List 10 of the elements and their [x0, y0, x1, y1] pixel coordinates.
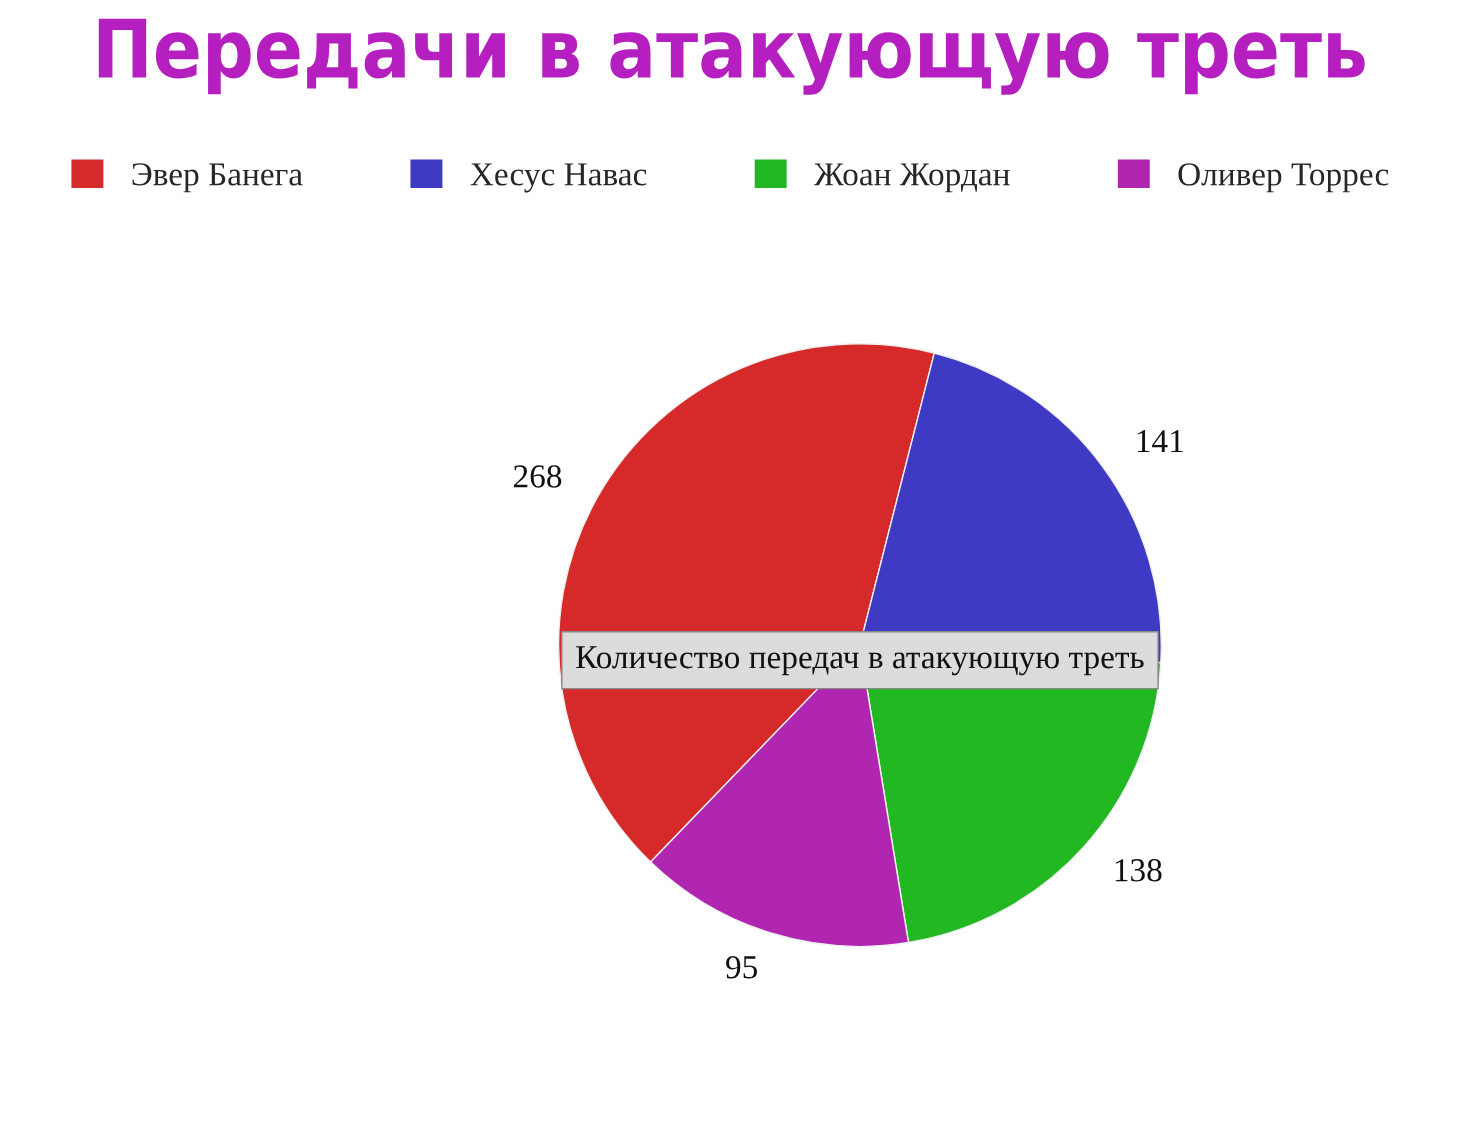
legend-label: Хесус Навас — [470, 163, 647, 193]
text: Количество передач в атакующую треть — [576, 646, 1144, 676]
data-label: 141 — [1137, 430, 1183, 453]
legend-label: Оливер Торрес — [1178, 163, 1389, 193]
legend-label: Эвер Банега — [132, 163, 303, 193]
legend-label: Жоан Жордан — [814, 163, 1010, 193]
chart-title: Передачи в атакующую треть — [98, 18, 1365, 95]
data-label: 138 — [1115, 859, 1162, 882]
data-label: 268 — [513, 465, 562, 488]
data-label: 95 — [726, 956, 758, 979]
